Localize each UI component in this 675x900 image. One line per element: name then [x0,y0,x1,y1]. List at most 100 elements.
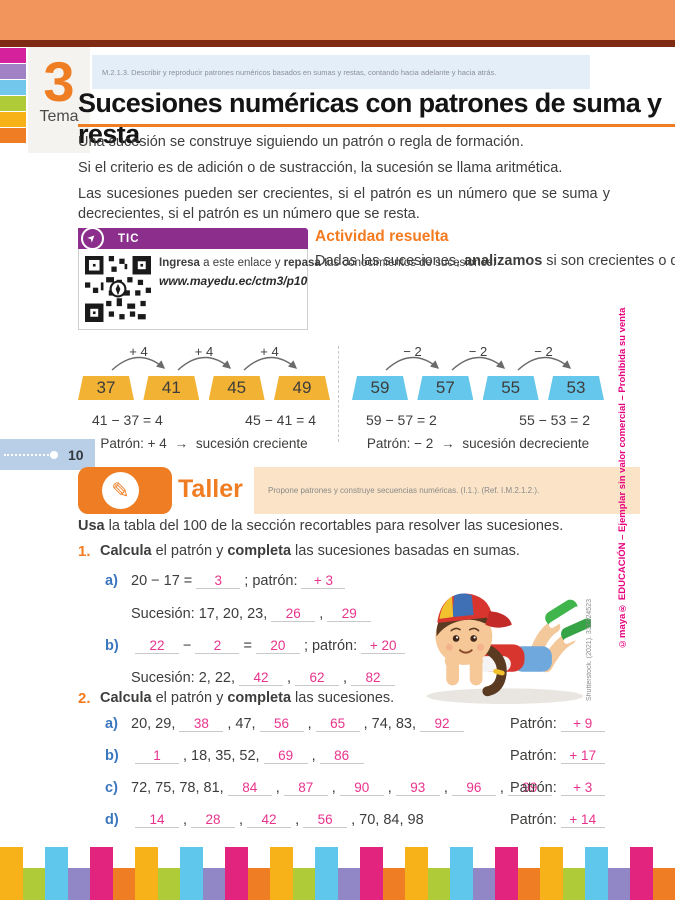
footer-bar [540,847,563,900]
arrow-right-icon: → [441,436,455,451]
tic-label: TIC [118,232,140,245]
pencil-icon: ✎ [102,472,139,509]
side-color-tabs [0,48,26,144]
side-tab [0,112,26,127]
answer-blank[interactable]: 93 [395,780,440,796]
tic-link[interactable]: www.mayedu.ec/ctm3/p10 [159,274,308,289]
side-tab [0,80,26,95]
footer-bar [607,868,630,900]
exercise1-item-b-sequence: Sucesión: 2, 22, 42, 62, 82 [131,670,399,686]
answer-blank[interactable]: 65 [315,716,360,732]
answer-blank[interactable]: 14 [135,812,179,828]
text-run: , [287,670,292,686]
answer-blank[interactable]: 42 [247,812,292,828]
answer-blank[interactable]: 38 [179,716,224,732]
example-increasing: + 4 + 4 + 4 37 41 45 49 41 − 37 = 4 45 −… [78,342,330,451]
answer-blank[interactable]: + 3 [560,780,605,796]
side-tab [0,96,26,111]
arc-row: − 2 − 2 − 2 [352,342,604,378]
patron-field-b: Patrón: + 17 [510,748,609,764]
number-tile: 37 [78,376,134,400]
answer-blank[interactable]: 56 [303,812,348,828]
answer-blank[interactable]: 99 [507,780,552,796]
intro-paragraph: Si el criterio es de adición o de sustra… [78,160,563,176]
footer-bar [427,868,450,900]
answer-blank[interactable]: 96 [451,780,496,796]
answer-blank[interactable]: 1 [135,748,179,764]
text-bold: Calcula [100,543,152,559]
footer-bar [292,868,315,900]
text-run: = [243,638,252,654]
equation: 45 − 41 = 4 [245,412,316,428]
answer-blank[interactable]: 2 [195,638,240,654]
answer-blank[interactable]: 62 [295,670,340,686]
equation-row: 41 − 37 = 4 45 − 41 = 4 [78,412,330,428]
exercise1-number: 1. [78,543,91,560]
answer-blank[interactable]: 56 [259,716,304,732]
arrow-right-icon: → [174,436,189,451]
actividad-resuelta: Actividad resuelta Dadas las sucesiones,… [315,228,675,272]
patron-line: Patrón: + 4 → sucesión creciente [78,436,330,451]
equation: 41 − 37 = 4 [92,412,163,428]
answer-blank[interactable]: 28 [191,812,236,828]
answer-blank[interactable]: 69 [263,748,308,764]
exercise1-item-a-sequence: Sucesión: 17, 20, 23, 26, 29 [131,606,375,622]
text-run: Dadas las sucesiones, [315,253,465,269]
footer-bar [67,868,90,900]
answer-blank[interactable]: + 9 [560,716,605,732]
instruction-line: Usa la tabla del 100 de la sección recor… [78,518,563,534]
text-bold: completa [227,690,292,706]
answer-blank[interactable]: + 20 [361,638,406,654]
text-bold: Ingresa [159,257,200,269]
footer-bar [22,868,45,900]
text-run: las sucesiones. [291,690,395,706]
answer-blank[interactable]: 26 [271,606,316,622]
taller-band: Propone patrones y construye secuencias … [254,467,640,514]
intro-paragraph: Una sucesión se construye siguiendo un p… [78,134,524,150]
exercise2-row-c: c) 72, 75, 78, 81, 84, 87, 90, 93, 96, 99 [105,780,556,796]
answer-blank[interactable]: 90 [339,780,384,796]
text-run: , [275,780,280,796]
footer-bar [562,868,585,900]
tile-row: 59 57 55 53 [352,376,604,400]
qr-code [85,256,151,322]
item-label: b) [105,638,119,654]
answer-blank[interactable]: 82 [351,670,396,686]
dot-icon [50,450,58,459]
tic-box: ➤ TIC I [78,227,496,330]
text-run: , 18, 35, 52, [183,748,260,764]
tema-number: 3 [43,50,75,113]
footer-bar [517,868,540,900]
exercise2-header: Calcula el patrón y completa las sucesio… [100,690,394,706]
answer-blank[interactable]: 20 [255,638,300,654]
answer-blank[interactable]: + 3 [301,573,346,589]
answer-blank[interactable]: 86 [319,748,364,764]
tic-description: Ingresa a este enlace y repasa tus conoc… [159,256,496,270]
answer-blank[interactable]: + 14 [560,812,605,828]
curriculum-standard-box: M.2.1.3. Describir y reproducir patrones… [92,55,590,89]
footer-bar [225,847,248,900]
footer-bar [360,847,383,900]
tile-row: 37 41 45 49 [78,376,330,400]
text-run: − [183,638,192,654]
actividad-body: Dadas las sucesiones, analizamos si son … [315,252,675,272]
item-label: d) [105,812,119,828]
answer-blank[interactable]: + 17 [560,748,605,764]
answer-blank[interactable]: 42 [239,670,283,686]
side-tab [0,128,26,143]
footer-bar [90,847,113,900]
patron-word: Patrón: [510,716,557,732]
answer-blank[interactable]: 87 [283,780,328,796]
answer-blank[interactable]: 29 [327,606,372,622]
answer-blank[interactable]: 3 [196,573,241,589]
curriculum-standard-text: M.2.1.3. Describir y reproducir patrones… [102,67,497,77]
answer-blank[interactable]: 92 [420,716,464,732]
answer-blank[interactable]: 84 [227,780,272,796]
number-tile: 57 [417,376,474,400]
text-run: , 74, 83, [363,716,416,732]
footer-bar [270,847,293,900]
answer-blank[interactable]: 22 [135,638,179,654]
text-bold: Usa [78,518,105,534]
patron-word: Patrón: [510,812,557,828]
